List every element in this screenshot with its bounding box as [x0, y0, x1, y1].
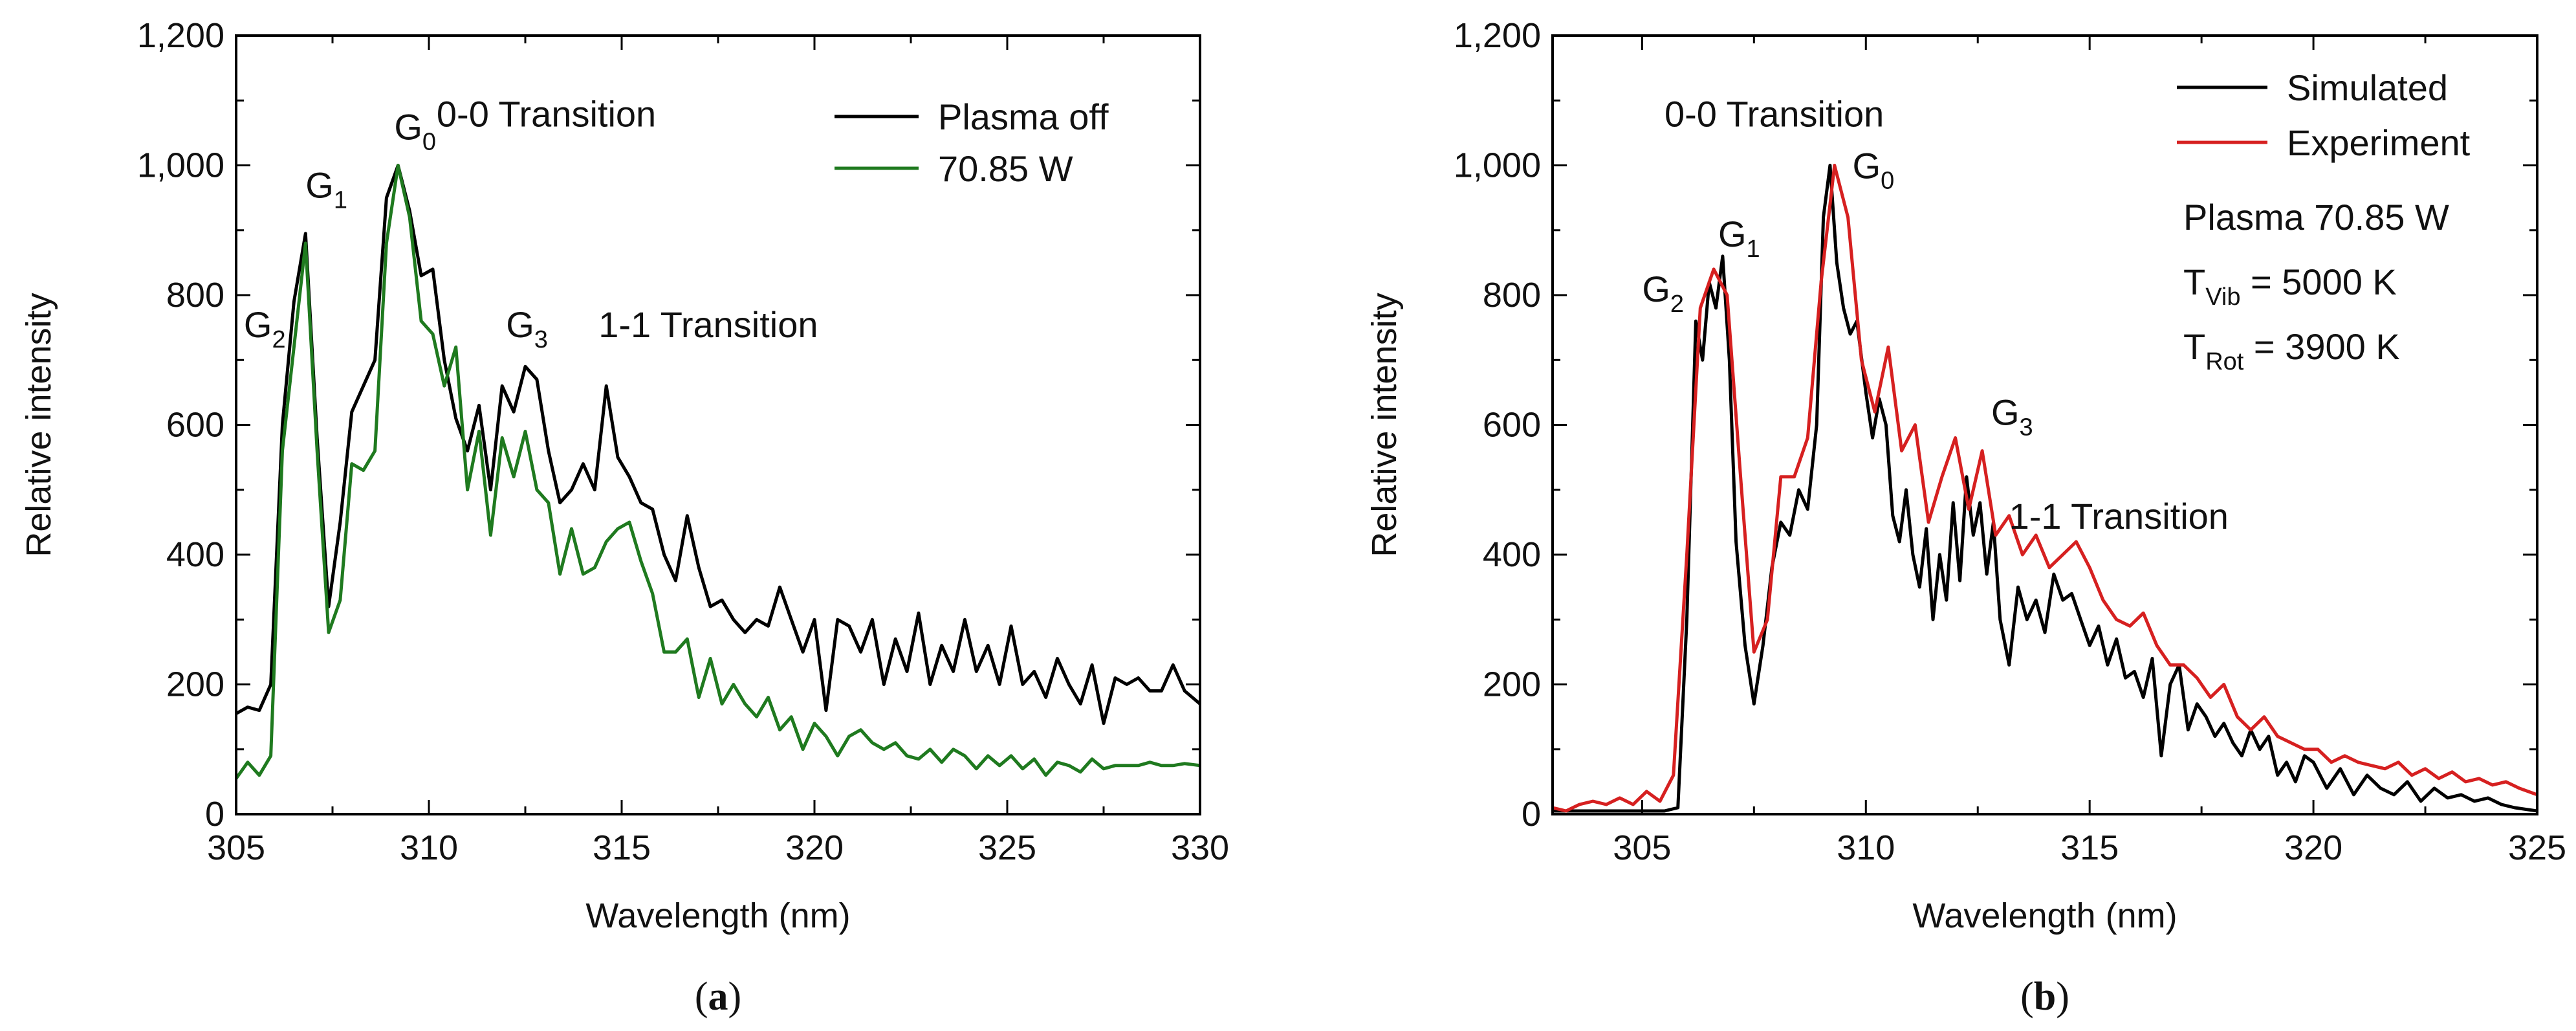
annotation-4: G3	[506, 304, 548, 353]
panel-label: (a)	[695, 975, 741, 1019]
annotation-3: G2	[1642, 269, 1684, 318]
y-tick-label: 600	[1483, 406, 1541, 445]
annotation-5: 0-0 Transition	[1665, 93, 1884, 134]
annotation-1: G0	[1853, 146, 1895, 195]
x-tick-label: 330	[1171, 828, 1229, 867]
x-tick-label: 325	[978, 828, 1036, 867]
legend-label-2: Experiment	[2287, 122, 2471, 163]
x-tick-label: 305	[1613, 828, 1671, 867]
series-line-2	[236, 164, 1200, 780]
y-tick-label: 400	[1483, 535, 1541, 574]
annotation-1: G0	[394, 106, 436, 155]
y-tick-label: 1,200	[1454, 16, 1541, 55]
legend-label-1: Plasma off	[938, 96, 1109, 137]
y-tick-label: 0	[205, 795, 224, 834]
legend-label-1: Simulated	[2287, 67, 2448, 108]
y-tick-label: 600	[166, 406, 224, 445]
annotation-2: G1	[305, 165, 347, 214]
y-tick-label: 1,000	[1454, 146, 1541, 185]
plot-frame	[1551, 34, 2538, 815]
y-axis-title: Relative intensity	[19, 293, 58, 557]
series-line-2	[1553, 164, 2537, 813]
series-line-1	[1553, 164, 2537, 813]
x-tick-label: 315	[2060, 828, 2119, 867]
annotation-4: G3	[1991, 392, 2033, 441]
chart-panel-b: 0 200 400 600 800 1,000 1,200 305 310 315 320 325 Wa…	[1365, 16, 2566, 1019]
x-tick-label: 305	[207, 828, 265, 867]
y-axis-title: Relative intensity	[1365, 293, 1404, 557]
legend-label-2: 70.85 W	[938, 148, 1073, 189]
y-tick-label: 0	[1522, 795, 1541, 834]
x-axis-title: Wavelength (nm)	[585, 896, 850, 935]
x-tick-label: 310	[400, 828, 458, 867]
y-tick-label: 1,200	[137, 16, 224, 55]
x-tick-label: 320	[2284, 828, 2342, 867]
x-tick-label: 325	[2508, 828, 2566, 867]
info-line-3: TRot = 3900 K	[2183, 326, 2400, 375]
panel-label: (b)	[2020, 975, 2069, 1019]
annotation-6: 1-1 Transition	[598, 304, 818, 345]
chart-panel-a: 0 200 400 600 800 1,000 1,200 305 310 315 320 325 33…	[19, 16, 1229, 1019]
info-line-2: TVib = 5000 K	[2183, 261, 2397, 311]
annotation-3: G2	[244, 304, 286, 353]
x-axis-title: Wavelength (nm)	[1912, 896, 2177, 935]
x-tick-label: 315	[593, 828, 651, 867]
x-tick-label: 320	[785, 828, 844, 867]
y-tick-label: 200	[166, 665, 224, 704]
plot-frame	[235, 34, 1201, 815]
y-tick-label: 400	[166, 535, 224, 574]
y-tick-label: 800	[166, 276, 224, 315]
info-line-1: Plasma 70.85 W	[2183, 197, 2449, 238]
annotation-2: G1	[1718, 214, 1760, 263]
y-tick-label: 1,000	[137, 146, 224, 185]
annotation-5: 0-0 Transition	[437, 93, 656, 134]
y-tick-label: 200	[1483, 665, 1541, 704]
x-tick-label: 310	[1837, 828, 1895, 867]
y-tick-label: 800	[1483, 276, 1541, 315]
series-line-1	[236, 164, 1200, 726]
annotation-6: 1-1 Transition	[2009, 496, 2229, 537]
